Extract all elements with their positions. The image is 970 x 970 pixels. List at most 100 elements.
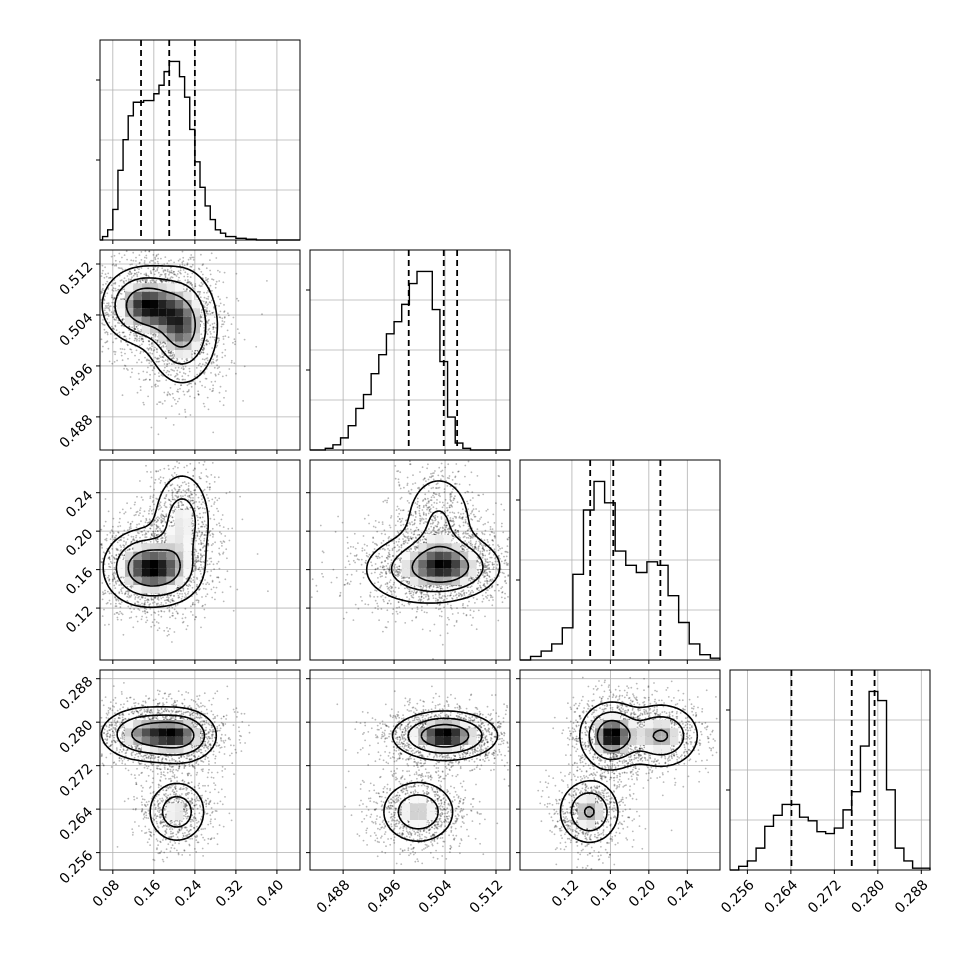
sample-point [193,269,195,271]
density-cell [116,300,125,309]
sample-point [221,320,224,322]
sample-point [199,285,202,288]
sample-point [170,259,172,262]
sample-point [123,544,126,547]
sample-point [115,605,118,608]
sample-point [139,536,141,539]
density-cell [183,325,192,334]
sample-point [139,385,142,388]
sample-point [103,608,105,611]
sample-point [109,277,112,279]
sample-point [148,359,151,362]
sample-point [108,309,111,312]
sample-point [130,527,132,530]
sample-point [127,357,129,360]
sample-point [164,599,166,602]
sample-point [106,331,109,334]
sample-point [216,354,219,357]
density-cell [175,283,184,292]
sample-point [255,345,258,348]
sample-point [233,338,236,341]
sample-point [212,533,215,536]
sample-point [218,280,221,282]
sample-point [146,611,149,614]
sample-point [214,541,217,544]
sample-point [194,618,196,621]
sample-point [201,337,204,340]
sample-point [140,251,143,253]
sample-point [181,617,184,620]
sample-point [243,338,246,341]
sample-point [122,331,125,334]
sample-point [202,560,205,563]
sample-point [129,331,132,334]
sample-point [129,522,132,525]
sample-point [107,288,110,290]
sample-point [171,494,174,497]
sample-point [120,549,123,551]
sample-point [148,343,151,346]
sample-point [123,288,126,291]
sample-point [189,490,192,493]
sample-point [104,312,106,315]
sample-point [142,515,145,517]
sample-point [205,494,208,496]
sample-point [193,564,196,567]
sample-point [184,365,187,368]
sample-point [200,309,203,311]
sample-point [174,465,177,468]
sample-point [129,376,132,378]
sample-point [132,259,135,262]
sample-point [136,391,139,394]
sample-point [196,373,199,376]
sample-point [102,269,104,272]
sample-point [150,476,153,479]
sample-point [162,525,164,527]
sample-point [138,523,141,525]
sample-point [181,263,184,266]
sample-point [209,324,212,327]
sample-point [134,596,137,599]
sample-point [150,625,153,628]
sample-point [162,269,165,272]
sample-point [108,565,111,568]
sample-point [145,519,148,522]
sample-point [232,609,235,612]
sample-point [132,251,135,254]
sample-point [198,512,201,515]
sample-point [208,510,211,513]
sample-point [127,534,130,536]
sample-point [177,466,179,469]
sample-point [242,400,245,402]
sample-point [182,269,185,271]
sample-point [117,321,119,324]
sample-point [267,590,269,593]
sample-point [109,560,112,563]
sample-point [221,351,224,354]
sample-point [190,385,193,388]
sample-point [149,378,151,381]
sample-point [120,339,122,342]
sample-point [158,357,160,360]
sample-point [198,501,201,503]
sample-point [157,602,159,605]
sample-point [204,588,207,590]
sample-point [138,261,141,264]
sample-point [130,587,133,589]
sample-point [149,352,152,354]
sample-point [145,536,148,538]
sample-point [160,479,162,482]
sample-point [100,528,103,531]
sample-point [167,391,170,394]
sample-point [193,603,196,606]
sample-point [109,276,112,279]
sample-point [236,297,238,300]
sample-point [177,594,180,597]
sample-point [164,481,167,484]
sample-point [171,357,174,360]
sample-point [213,568,216,571]
sample-point [128,273,131,276]
sample-point [126,529,129,532]
sample-point [113,578,116,581]
sample-point [163,519,166,521]
